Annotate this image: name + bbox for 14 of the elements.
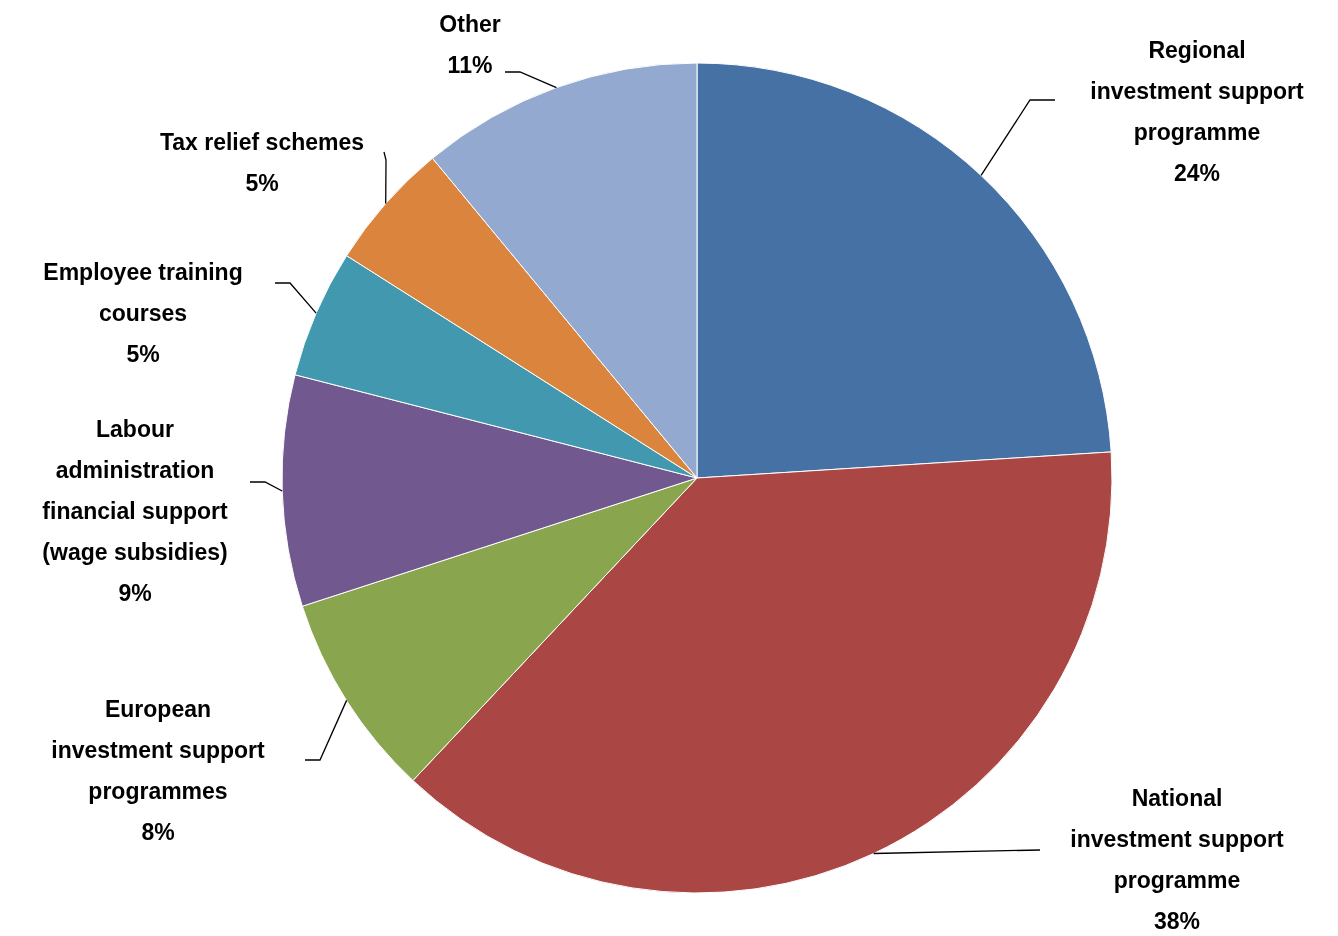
data-label: 5% <box>126 341 160 367</box>
slice-label: Other <box>439 11 501 37</box>
data-label: 11% <box>447 52 493 78</box>
slice-label: Tax relief schemes <box>159 129 365 155</box>
slice-label: Labour administration financial support (wage subsidies) <box>42 416 228 565</box>
slice-label: Employee training courses <box>43 259 243 326</box>
slice-label: National investment support programme <box>1070 785 1285 893</box>
data-label: 8% <box>141 819 175 845</box>
slice-label: European investment support programmes <box>51 696 266 804</box>
data-label: 38% <box>1153 908 1201 934</box>
data-label: 9% <box>118 580 152 606</box>
slice-label: Regional investment support programme <box>1090 37 1305 145</box>
data-label: 24% <box>1173 160 1221 186</box>
data-label: 5% <box>245 170 279 196</box>
